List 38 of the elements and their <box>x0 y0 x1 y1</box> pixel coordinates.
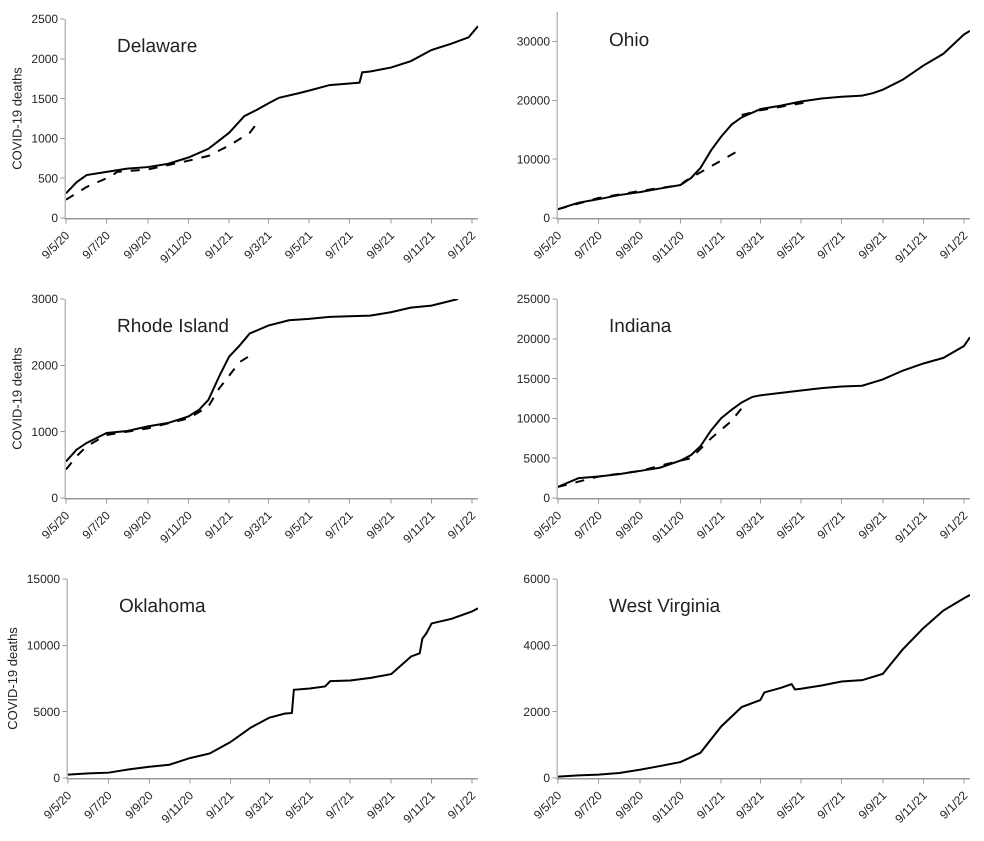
y-tick-label: 5000 <box>33 704 60 719</box>
y-tick-label: 0 <box>543 491 550 506</box>
y-tick-label: 0 <box>51 211 58 226</box>
y-axis-title: COVID-19 deaths <box>10 346 25 450</box>
y-tick-label: 20000 <box>516 332 550 346</box>
y-tick-label: 5000 <box>523 451 550 466</box>
line-series <box>740 102 806 116</box>
y-tick-label: 0 <box>51 491 58 506</box>
y-tick-label: 0 <box>543 771 550 786</box>
y-tick-label: 2000 <box>523 704 550 719</box>
y-tick-label: 30000 <box>516 34 550 49</box>
text: Indiana <box>609 316 672 337</box>
y-axis-title: COVID-19 deaths <box>4 626 20 730</box>
y-tick-label: 500 <box>38 171 58 186</box>
y-tick-label: 15000 <box>26 572 60 586</box>
y-tick-label: 3000 <box>31 292 58 306</box>
text: Rhode Island <box>117 316 229 337</box>
y-tick-label: 1000 <box>31 424 58 439</box>
text: West Virginia <box>609 596 721 617</box>
text: Delaware <box>117 36 198 57</box>
y-tick-label: 10000 <box>516 152 550 166</box>
y-tick-label: 0 <box>543 211 550 226</box>
y-tick-label: 10000 <box>516 412 550 426</box>
y-tick-label: 2000 <box>31 358 58 373</box>
y-tick-label: 20000 <box>516 93 550 108</box>
y-tick-label: 10000 <box>26 638 60 653</box>
y-tick-label: 1000 <box>31 132 58 146</box>
text: Ohio <box>609 30 650 51</box>
y-tick-label: 2000 <box>31 52 58 66</box>
text: Oklahoma <box>119 596 206 617</box>
y-tick-label: 4000 <box>523 638 550 653</box>
y-tick-label: 6000 <box>523 572 550 586</box>
y-tick-label: 1500 <box>31 92 58 106</box>
y-axis-title: COVID-19 deaths <box>10 66 25 170</box>
y-tick-label: 2500 <box>31 12 58 26</box>
y-tick-label: 15000 <box>516 372 550 386</box>
y-tick-label: 25000 <box>516 292 550 306</box>
y-tick-label: 0 <box>53 771 60 786</box>
